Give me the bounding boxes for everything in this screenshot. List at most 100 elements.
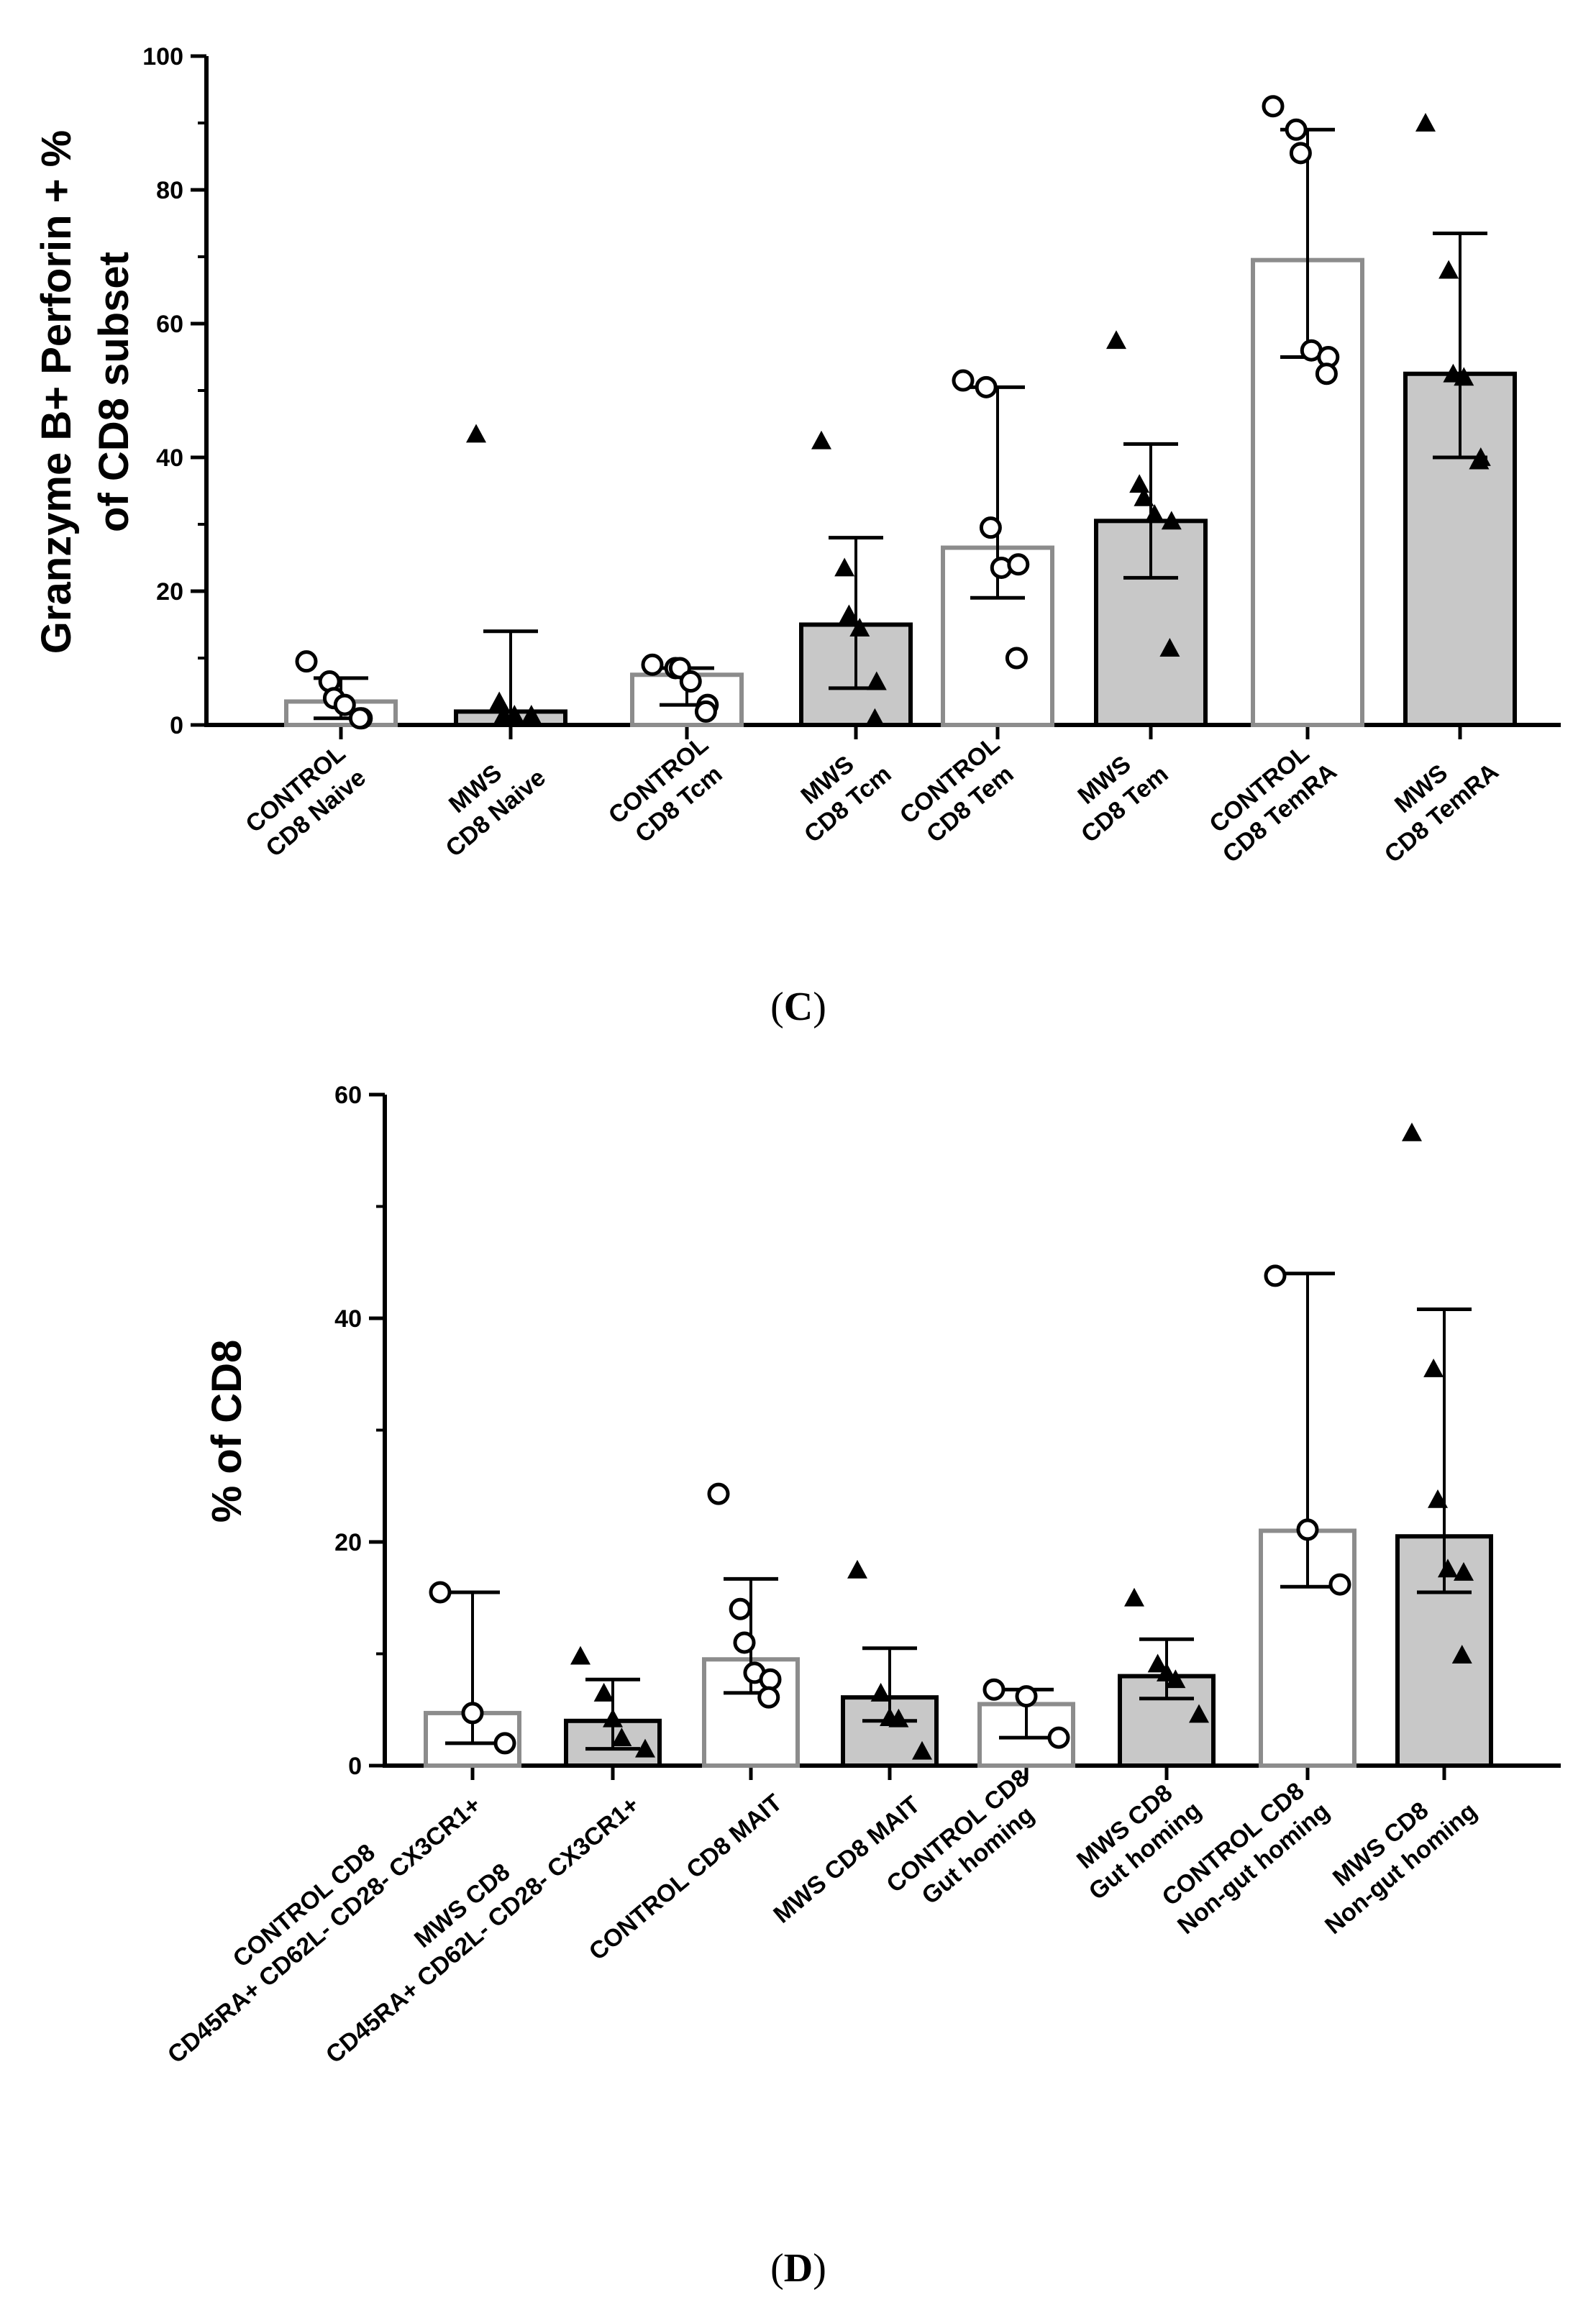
- d-point-4-2: [870, 1682, 891, 1702]
- c-point-4-1: [811, 430, 831, 449]
- c-point-1-6: [348, 707, 371, 730]
- d-point-4-4: [888, 1708, 909, 1728]
- c-y-tick-label-80: 80: [156, 177, 183, 204]
- d-point-6-4: [1165, 1669, 1186, 1689]
- c-point-6-5: [1161, 511, 1182, 530]
- d-point-5-2: [1015, 1685, 1038, 1708]
- d-point-8-6: [1451, 1645, 1472, 1663]
- d-point-2-2: [593, 1682, 614, 1702]
- d-category-label-8: MWS CD8Non-gut homing: [1300, 1773, 1482, 1940]
- c-point-3-6: [694, 700, 717, 723]
- c-category-label-7: CONTROLCD8 TemRA: [1197, 734, 1341, 868]
- d-point-1-2: [461, 1702, 484, 1725]
- c-point-8-1: [1415, 113, 1436, 132]
- c-point-2-2: [489, 691, 510, 711]
- c-point-1-1: [295, 650, 318, 673]
- d-point-8-1: [1402, 1122, 1422, 1141]
- d-point-7-3: [1328, 1573, 1351, 1596]
- c-point-2-1: [466, 424, 486, 443]
- d-y-tick-label-60: 60: [334, 1082, 362, 1109]
- panel-c-category-labels: CONTROLCD8 Naive MWSCD8 Naive CONTROLCD8 T…: [240, 731, 1503, 868]
- d-category-label-5: CONTROL CD8Gut homing: [881, 1764, 1054, 1922]
- c-category-label-2: MWSCD8 Naive: [420, 739, 551, 862]
- d-point-6-2: [1147, 1653, 1168, 1673]
- panel-d-letter: D: [784, 2246, 813, 2291]
- c-point-7-1: [1262, 95, 1285, 118]
- c-category-label-3: CONTROLCD8 Tcm: [603, 731, 734, 854]
- c-category-label-8: MWSCD8 TemRA: [1359, 734, 1503, 868]
- d-point-6-5: [1189, 1704, 1209, 1723]
- d-point-2-4: [611, 1728, 632, 1747]
- c-point-2-4: [504, 705, 525, 724]
- d-y-axis-title-line-1: % of CD8: [204, 1340, 250, 1523]
- d-y-tick-label-40: 40: [334, 1305, 362, 1333]
- d-point-1-3: [493, 1732, 516, 1755]
- c-point-5-6: [1005, 647, 1028, 670]
- c-category-label-4: MWSCD8 Tcm: [779, 736, 897, 849]
- c-y-axis-title-line-1: Granzyme B+ Perforin + %: [33, 130, 80, 654]
- panel-d-category-labels: CONTROL CD8CD45RA+ CD62L- CD28- CX3CR1+M…: [163, 1764, 1482, 2069]
- panel-d-chart: % of CD8 0 20 40 60 CONTROL CD8CD45RA+ CD62…: [163, 1082, 1561, 2069]
- panel-d-label: (D): [770, 2246, 826, 2291]
- d-point-8-2: [1423, 1358, 1444, 1377]
- d-point-6-1: [1124, 1587, 1144, 1607]
- c-point-8-4: [1454, 367, 1474, 386]
- panel-c-label: (C): [770, 985, 826, 1029]
- c-category-label-1: CONTROLCD8 Naive: [240, 739, 371, 862]
- d-point-8-3: [1428, 1489, 1448, 1508]
- c-point-8-6: [1469, 450, 1490, 470]
- c-point-6-3: [1134, 487, 1154, 506]
- d-point-7-1: [1264, 1264, 1287, 1287]
- c-point-5-2: [975, 375, 998, 398]
- c-point-6-1: [1106, 330, 1126, 350]
- c-y-axis-title-line-2: of CD8 subset: [91, 252, 137, 532]
- d-category-label-7: CONTROL CD8Non-gut homing: [1152, 1773, 1335, 1940]
- c-category-label-6: MWSCD8 Tem: [1056, 736, 1174, 849]
- d-point-5-3: [1047, 1726, 1070, 1749]
- d-point-3-3: [733, 1631, 756, 1654]
- d-point-3-5: [759, 1668, 782, 1691]
- panel-d-axes: 0 20 40 60: [334, 1082, 1561, 1780]
- d-point-7-2: [1296, 1518, 1319, 1541]
- panel-c-y-axis-title: Granzyme B+ Perforin + % of CD8 subset: [33, 130, 137, 654]
- c-point-7-6: [1315, 362, 1338, 385]
- d-point-8-4: [1437, 1558, 1458, 1578]
- d-point-2-3: [603, 1708, 623, 1728]
- d-y-tick-label-0: 0: [348, 1753, 362, 1780]
- c-point-4-2: [834, 557, 855, 577]
- d-point-4-5: [912, 1740, 932, 1760]
- c-point-3-4: [679, 670, 702, 693]
- c-point-7-3: [1289, 142, 1312, 165]
- d-point-5-1: [982, 1678, 1006, 1701]
- c-y-tick-label-100: 100: [142, 43, 183, 70]
- c-point-6-4: [1144, 504, 1165, 523]
- d-point-8-5: [1454, 1561, 1474, 1581]
- d-point-3-6: [757, 1686, 780, 1709]
- c-point-6-6: [1159, 638, 1180, 657]
- c-point-5-5: [1007, 553, 1030, 576]
- c-point-5-1: [952, 369, 975, 392]
- c-point-4-4: [849, 618, 870, 637]
- c-point-6-2: [1129, 474, 1150, 493]
- c-category-label-5: CONTROLCD8 Tem: [895, 731, 1025, 854]
- d-point-2-5: [635, 1738, 655, 1758]
- d-point-3-1: [707, 1482, 730, 1505]
- c-point-8-2: [1438, 260, 1459, 279]
- c-point-1-4: [333, 693, 356, 716]
- panel-c-bars: [284, 257, 1517, 728]
- d-point-3-2: [729, 1597, 752, 1620]
- c-point-3-1: [641, 653, 664, 676]
- panel-c-chart: Granzyme B+ Perforin + % of CD8 subset 0 2…: [33, 43, 1561, 868]
- c-y-tick-label-40: 40: [156, 444, 183, 472]
- panel-d-data-points: [429, 1122, 1474, 1760]
- panel-c-data-points: [295, 95, 1491, 730]
- panel-d-bars: [424, 1528, 1493, 1769]
- c-point-7-2: [1285, 118, 1308, 141]
- c-point-4-6: [865, 708, 885, 727]
- c-y-tick-label-0: 0: [170, 712, 183, 739]
- d-point-2-1: [570, 1646, 590, 1665]
- d-point-4-1: [847, 1559, 867, 1579]
- c-point-4-5: [866, 671, 887, 690]
- panel-c-letter: C: [784, 985, 813, 1029]
